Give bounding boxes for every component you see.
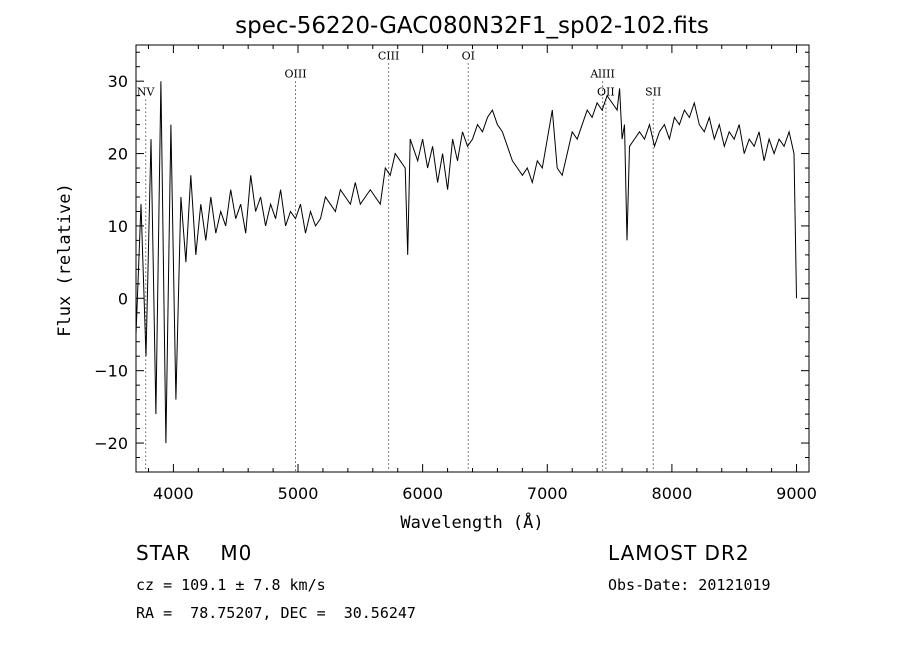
x-axis-label: Wavelength (Å) — [400, 511, 543, 533]
y-tick-label: 10 — [108, 217, 128, 236]
x-tick-label: 6000 — [402, 484, 443, 503]
line-label-aliii: AlIII — [589, 68, 615, 81]
chart-marks: NV OIII CIII OI AlIII OII SII — [135, 49, 797, 472]
y-tick-label: 30 — [108, 72, 128, 91]
coordinates: RA = 78.75207, DEC = 30.56247 — [136, 604, 416, 622]
y-tick-label: 0 — [118, 289, 128, 308]
x-tick-label: 5000 — [278, 484, 319, 503]
y-tick-label: −10 — [94, 362, 128, 381]
plot-frame — [135, 44, 810, 473]
chart-title: spec-56220-GAC080N32F1_sp02-102.fits — [235, 13, 709, 39]
line-label-sii: SII — [645, 86, 661, 99]
x-tick-label: 4000 — [153, 484, 194, 503]
spectrum-line — [135, 81, 797, 444]
y-tick-label: 20 — [108, 145, 128, 164]
y-tick-label: −20 — [94, 434, 128, 453]
y-axis-label: Flux (relative) — [55, 183, 75, 337]
x-tick-label: 8000 — [652, 484, 693, 503]
x-axis: 4000 5000 6000 7000 8000 9000 — [147, 45, 817, 503]
x-tick-label: 9000 — [776, 484, 817, 503]
line-label-oiii: OIII — [284, 68, 306, 81]
survey-name: LAMOST DR2 — [608, 541, 750, 565]
object-class: STAR M0 — [136, 541, 253, 565]
line-label-nv: NV — [137, 86, 156, 99]
y-axis: −20 −10 0 10 20 30 — [94, 51, 809, 459]
x-tick-label: 7000 — [527, 484, 568, 503]
observation-date: Obs-Date: 20121019 — [608, 576, 771, 594]
redshift-velocity: cz = 109.1 ± 7.8 km/s — [136, 576, 326, 594]
line-label-ciii: CIII — [378, 49, 399, 62]
line-label-oii: OII — [597, 86, 615, 99]
line-label-oi: OI — [462, 49, 475, 62]
